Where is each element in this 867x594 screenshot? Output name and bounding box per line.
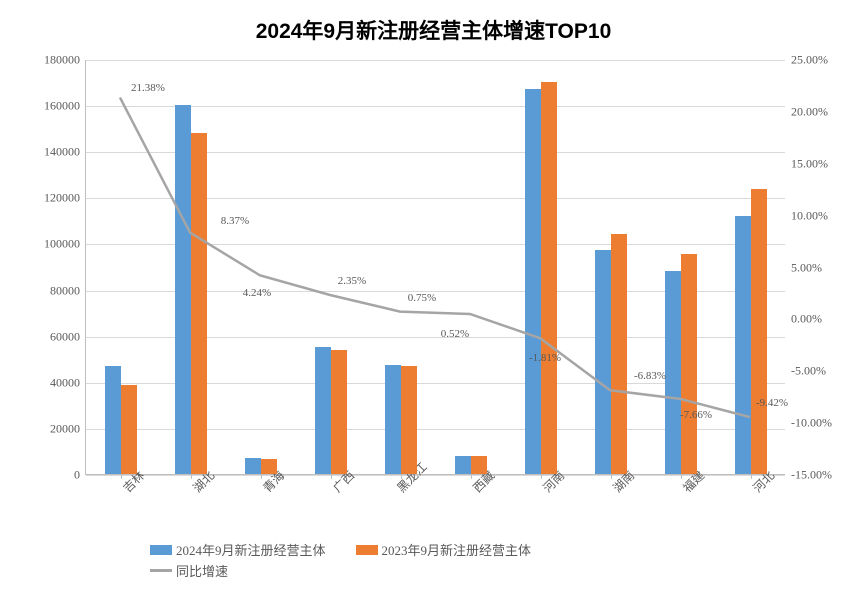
y-right-tick: -10.00% xyxy=(785,416,832,431)
bar-2024 xyxy=(595,250,611,474)
legend-label: 2023年9月新注册经营主体 xyxy=(382,540,532,559)
bar-2023 xyxy=(401,366,417,474)
y-right-tick: 25.00% xyxy=(785,53,828,68)
bar-2024 xyxy=(385,365,401,475)
y-right-tick: -5.00% xyxy=(785,364,826,379)
legend-swatch xyxy=(150,569,172,572)
bar-2023 xyxy=(681,254,697,474)
bar-2023 xyxy=(751,189,767,474)
bar-2024 xyxy=(175,105,191,474)
legend: 2024年9月新注册经营主体 2023年9月新注册经营主体同比增速 xyxy=(150,540,827,580)
chart-container: 2024年9月新注册经营主体增速TOP10 020000400006000080… xyxy=(0,0,867,594)
y-left-tick: 160000 xyxy=(44,99,86,114)
bar-2024 xyxy=(665,271,681,474)
y-right-tick: 0.00% xyxy=(785,312,822,327)
y-left-tick: 100000 xyxy=(44,237,86,252)
y-left-tick: 120000 xyxy=(44,191,86,206)
bar-2023 xyxy=(261,459,277,474)
legend-swatch xyxy=(150,545,172,555)
y-right-tick: 10.00% xyxy=(785,208,828,223)
y-left-tick: 140000 xyxy=(44,145,86,160)
bar-2024 xyxy=(315,347,331,474)
legend-item: 2024年9月新注册经营主体 xyxy=(150,540,326,559)
y-left-tick: 60000 xyxy=(50,329,86,344)
bar-2023 xyxy=(191,133,207,474)
legend-swatch xyxy=(356,545,378,555)
y-left-tick: 40000 xyxy=(50,375,86,390)
bar-2023 xyxy=(121,385,137,474)
y-left-tick: 0 xyxy=(74,468,86,483)
bar-2023 xyxy=(331,350,347,475)
plot-area: 0200004000060000800001000001200001400001… xyxy=(85,60,785,475)
bar-2024 xyxy=(735,216,751,474)
bar-2024 xyxy=(245,458,261,474)
y-left-tick: 20000 xyxy=(50,421,86,436)
legend-item: 2023年9月新注册经营主体 xyxy=(356,540,532,559)
legend-label: 同比增速 xyxy=(176,561,228,580)
y-right-tick: 5.00% xyxy=(785,260,822,275)
bar-2024 xyxy=(105,366,121,474)
y-left-tick: 80000 xyxy=(50,283,86,298)
bar-2023 xyxy=(471,456,487,474)
y-right-tick: 20.00% xyxy=(785,104,828,119)
y-right-tick: 15.00% xyxy=(785,156,828,171)
legend-label: 2024年9月新注册经营主体 xyxy=(176,540,326,559)
bar-2023 xyxy=(611,234,627,474)
bar-2024 xyxy=(525,89,541,474)
bar-2023 xyxy=(541,82,557,474)
gridline xyxy=(86,60,785,61)
y-right-tick: -15.00% xyxy=(785,468,832,483)
bar-2024 xyxy=(455,456,471,474)
y-left-tick: 180000 xyxy=(44,53,86,68)
chart-title: 2024年9月新注册经营主体增速TOP10 xyxy=(0,15,867,45)
legend-item: 同比增速 xyxy=(150,561,228,580)
